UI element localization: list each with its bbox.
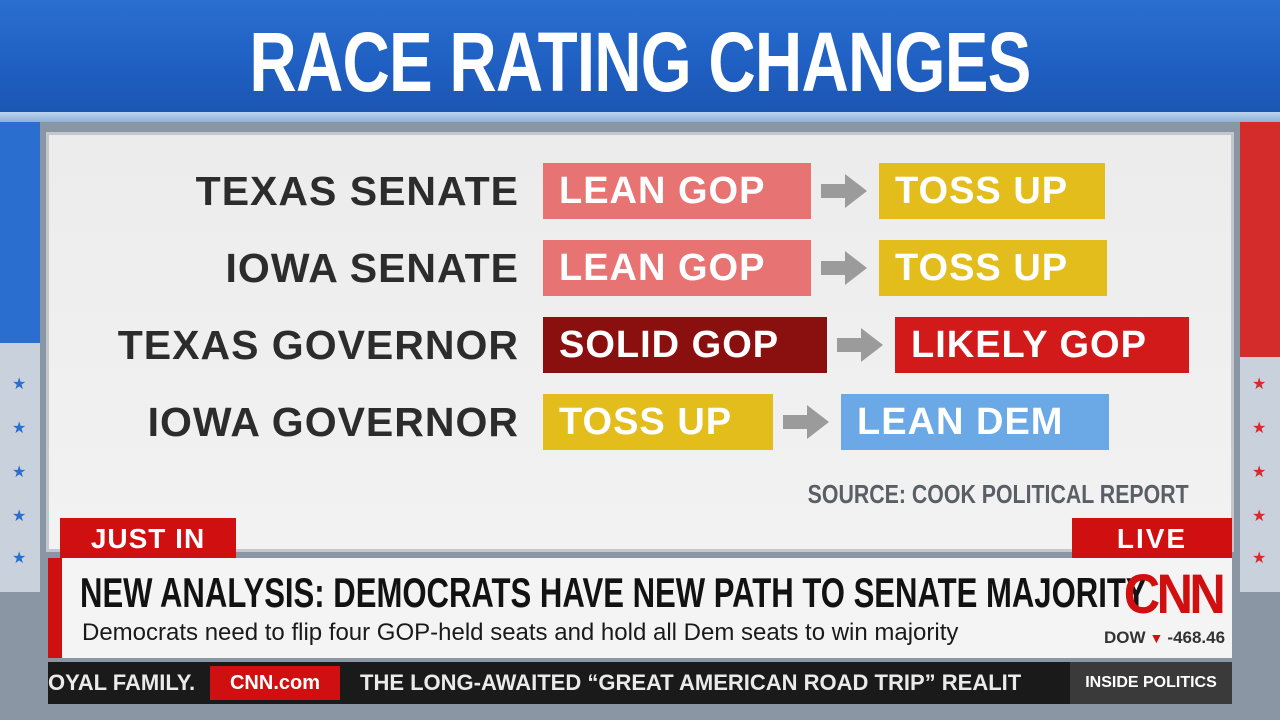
star-icon: ★ — [12, 548, 27, 567]
graphic-title: RACE RATING CHANGES — [249, 15, 1031, 109]
star-icon: ★ — [12, 506, 27, 525]
market-index: DOW — [1104, 628, 1146, 647]
right-side-panel: ★ ★ ★ ★ ★ — [1240, 122, 1280, 592]
live-badge: LIVE — [1072, 518, 1232, 560]
rating-from-pill: LEAN GOP — [543, 163, 811, 219]
arrow-right-icon — [837, 328, 883, 362]
race-label: IOWA GOVERNOR — [147, 399, 519, 445]
market-ticker: DOW ▼ -468.46 — [1104, 628, 1225, 648]
rating-from-pill: LEAN GOP — [543, 240, 811, 296]
subheadline: Democrats need to flip four GOP-held sea… — [82, 619, 959, 646]
race-label: TEXAS SENATE — [195, 168, 519, 214]
left-side-panel: ★ ★ ★ ★ ★ — [0, 122, 40, 592]
just-in-tag: JUST IN — [60, 518, 236, 560]
graphic-header: RACE RATING CHANGES — [0, 0, 1280, 122]
ratings-board: TEXAS SENATE LEAN GOP TOSS UP IOWA SENAT… — [46, 132, 1234, 552]
race-label: TEXAS GOVERNOR — [117, 322, 519, 368]
rating-to-pill: LIKELY GOP — [895, 317, 1189, 373]
star-icon: ★ — [12, 462, 27, 481]
network-bug: CNN DOW ▼ -468.46 — [1098, 562, 1246, 656]
rating-to-pill: LEAN DEM — [841, 394, 1109, 450]
star-icon: ★ — [1252, 548, 1267, 567]
arrow-right-icon — [821, 251, 867, 285]
star-icon: ★ — [12, 418, 27, 437]
headline: NEW ANALYSIS: DEMOCRATS HAVE NEW PATH TO… — [80, 569, 1147, 616]
star-icon: ★ — [1252, 418, 1267, 437]
rating-from-pill: TOSS UP — [543, 394, 773, 450]
source-credit: SOURCE: COOK POLITICAL REPORT — [807, 479, 1189, 509]
cnn-com-badge: CNN.com — [210, 666, 340, 700]
arrow-right-icon — [821, 174, 867, 208]
star-icon: ★ — [1252, 374, 1267, 393]
star-icon: ★ — [1252, 506, 1267, 525]
news-ticker: OYAL FAMILY. CNN.com THE LONG-AWAITED “G… — [48, 662, 1232, 704]
cnn-logo-icon: CNN — [1123, 562, 1226, 625]
rating-to-pill: TOSS UP — [879, 240, 1107, 296]
market-change: -468.46 — [1167, 628, 1226, 647]
down-triangle-icon: ▼ — [1149, 630, 1164, 646]
rating-from-pill: SOLID GOP — [543, 317, 827, 373]
ticker-text: THE LONG-AWAITED “GREAT AMERICAN ROAD TR… — [360, 670, 1022, 695]
ticker-previous-text: OYAL FAMILY. — [48, 670, 196, 695]
star-icon: ★ — [1252, 462, 1267, 481]
lower-third: NEW ANALYSIS: DEMOCRATS HAVE NEW PATH TO… — [48, 558, 1232, 658]
race-label: IOWA SENATE — [225, 245, 519, 291]
arrow-right-icon — [783, 405, 829, 439]
header-divider — [0, 112, 1280, 122]
rating-to-pill: TOSS UP — [879, 163, 1105, 219]
show-name: INSIDE POLITICS — [1070, 662, 1232, 704]
star-icon: ★ — [12, 374, 27, 393]
